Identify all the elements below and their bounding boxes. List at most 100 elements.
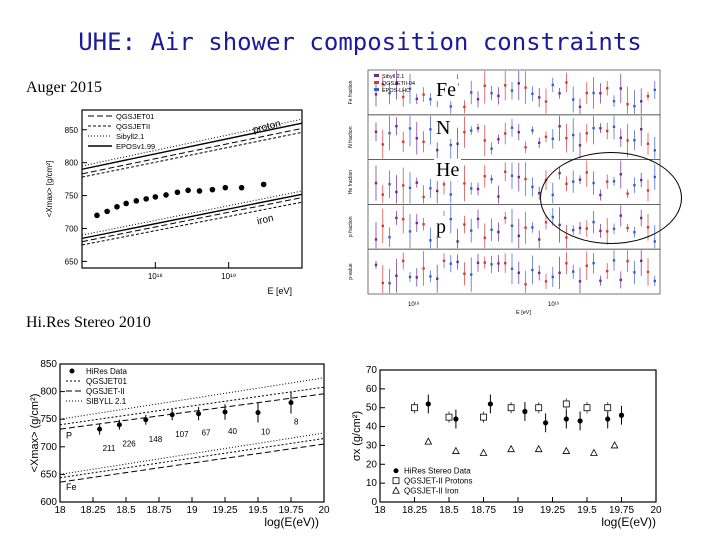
fraction-marker: [490, 147, 493, 150]
data-point-5: [143, 196, 149, 202]
band-label-iron: iron: [256, 213, 275, 228]
fraction-marker: [402, 140, 405, 143]
slide-title: UHE: Air shower composition constraints: [78, 28, 642, 56]
fraction-marker: [619, 278, 622, 282]
proton-marker: [604, 404, 612, 412]
legend-swatch-0: [374, 74, 379, 77]
fraction-marker: [483, 139, 486, 142]
iron-model-line: [81, 190, 303, 236]
data-point-3: [169, 412, 175, 418]
fraction-marker: [538, 271, 541, 275]
data-point-6: [255, 410, 261, 416]
fraction-marker: [429, 128, 432, 131]
data-point-2: [114, 203, 120, 210]
fraction-marker: [490, 91, 493, 95]
data-point: [522, 408, 528, 415]
fraction-marker: [388, 235, 391, 239]
fraction-marker: [374, 263, 378, 267]
fraction-marker: [429, 275, 432, 278]
legend-item: HiRes Stereo Data: [404, 467, 471, 476]
fraction-marker: [456, 260, 459, 264]
fraction-panel-4: [367, 248, 661, 295]
fraction-marker: [402, 95, 405, 99]
fraction-marker: [544, 280, 548, 283]
legend-swatch-0: [69, 368, 75, 374]
data-point-11: [209, 186, 216, 193]
band-label-p: P: [66, 431, 72, 441]
fraction-marker: [606, 269, 609, 273]
fraction-marker: [592, 126, 595, 130]
event-count-label: 226: [122, 440, 136, 449]
fraction-marker: [470, 187, 473, 190]
fraction-marker: [504, 132, 507, 135]
y-tick-label: 850: [40, 359, 57, 370]
data-point-1: [104, 208, 110, 215]
fraction-marker: [558, 92, 561, 95]
fraction-marker: [517, 82, 520, 85]
legend-swatch-1: [392, 477, 400, 485]
auger-label: Auger 2015: [26, 79, 102, 96]
fraction-marker: [442, 183, 446, 186]
data-point: [577, 418, 583, 424]
fraction-marker: [476, 187, 480, 191]
fraction-marker: [381, 83, 384, 86]
proton-marker: [535, 404, 543, 412]
proton-marker: [480, 413, 487, 421]
fraction-marker: [449, 193, 452, 196]
fraction-marker: [544, 135, 548, 139]
iron-marker: [562, 446, 571, 454]
fraction-marker: [551, 275, 554, 279]
fraction-marker: [408, 87, 412, 91]
fraction-marker: [565, 262, 568, 265]
fraction-marker: [415, 276, 418, 279]
proton-marker: [507, 404, 515, 412]
fraction-marker: [572, 98, 575, 101]
fraction-marker: [592, 91, 595, 95]
fraction-marker: [408, 275, 412, 279]
data-point-7: [163, 192, 169, 198]
proton-marker: [411, 404, 418, 412]
fraction-marker: [449, 217, 452, 221]
fraction-marker: [531, 268, 534, 272]
proton-model-line: [59, 393, 325, 430]
y-tick-label: 50: [366, 403, 378, 414]
fraction-marker: [524, 226, 527, 229]
fraction-marker: [415, 221, 418, 225]
y-tick-label: 600: [40, 497, 57, 508]
x-tick-label: 10¹⁸: [408, 301, 420, 308]
fraction-marker: [374, 93, 378, 96]
fraction-marker: [646, 142, 650, 145]
fraction-marker: [612, 259, 616, 262]
legend-item: SIBYLL 2.1: [86, 397, 127, 406]
fraction-marker: [402, 259, 405, 263]
fraction-marker: [436, 148, 439, 152]
data-point: [453, 416, 459, 422]
fraction-marker: [619, 87, 622, 90]
fraction-marker: [531, 185, 534, 189]
fraction-marker: [422, 140, 425, 143]
fraction-marker: [449, 143, 452, 147]
fraction-marker: [531, 129, 534, 132]
y-tick-label: 40: [366, 422, 378, 433]
fraction-marker: [470, 91, 473, 94]
proton-model-line: [81, 122, 303, 170]
fraction-marker: [524, 86, 527, 89]
fraction-marker: [395, 124, 398, 128]
x-tick-label: 20: [318, 505, 330, 516]
fraction-marker: [585, 264, 588, 268]
fraction-marker: [640, 100, 643, 103]
data-point-2: [143, 417, 149, 423]
iron-model-line: [59, 438, 325, 479]
fraction-marker: [606, 87, 609, 90]
fraction-marker: [395, 82, 398, 85]
data-point-4: [133, 198, 140, 204]
fraction-marker: [517, 271, 520, 274]
y-tick-label: 30: [366, 440, 378, 451]
fraction-marker: [544, 100, 548, 103]
fraction-marker: [517, 234, 520, 238]
panel-label: He fraction: [348, 170, 354, 194]
fraction-marker: [429, 187, 432, 190]
data-point-3: [123, 200, 129, 207]
y-tick-label: 20: [366, 459, 378, 470]
fraction-marker: [558, 125, 561, 128]
